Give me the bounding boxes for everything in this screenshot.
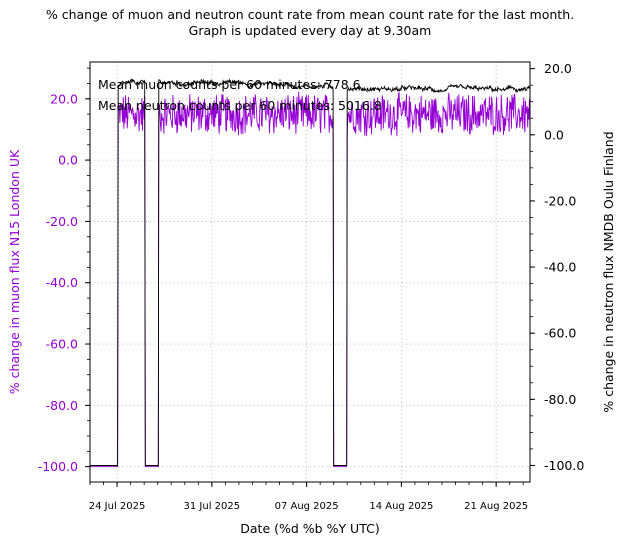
y-left-tick-label: 20.0 bbox=[50, 91, 78, 106]
muon-series-line bbox=[90, 91, 531, 468]
annotation-muon-mean: Mean muon counts per 60 minutes: 778.6 bbox=[98, 77, 361, 92]
y-axis-label-right: % change in neutron flux NMDB Oulu Finla… bbox=[601, 131, 616, 412]
y-axis-label-left: % change in muon flux N15 London UK bbox=[7, 149, 22, 394]
x-axis: 24 Jul 2025 31 Jul 2025 07 Aug 2025 14 Aug … bbox=[89, 482, 528, 512]
annotation-neutron-mean: Mean neutron counts per 60 minutes: 5016… bbox=[98, 98, 382, 113]
chart-title-line1: % change of muon and neutron count rate … bbox=[46, 7, 574, 22]
x-axis-label: Date (%d %b %Y UTC) bbox=[240, 521, 379, 536]
y-right-tick-label: -100.0 bbox=[544, 458, 584, 473]
x-tick-label: 21 Aug 2025 bbox=[464, 501, 528, 512]
plot-frame bbox=[89, 61, 531, 483]
y-left-tick-label: -20.0 bbox=[46, 214, 78, 229]
grid bbox=[90, 62, 530, 482]
series-group bbox=[90, 78, 531, 468]
y-left-tick-label: -100.0 bbox=[38, 459, 78, 474]
x-tick-label: 14 Aug 2025 bbox=[369, 501, 433, 512]
neutron-series-line bbox=[90, 78, 531, 466]
x-tick-label: 07 Aug 2025 bbox=[275, 501, 339, 512]
y-right-tick-label: -40.0 bbox=[544, 260, 576, 275]
y-right-tick-label: -80.0 bbox=[544, 392, 576, 407]
y-left-tick-label: -80.0 bbox=[46, 398, 78, 413]
y-left-tick-label: 0.0 bbox=[58, 153, 78, 168]
y-right-tick-label: 0.0 bbox=[544, 127, 564, 142]
y-right-tick-label: -60.0 bbox=[544, 326, 576, 341]
y-left-tick-label: -60.0 bbox=[46, 337, 78, 352]
y-left-tick-label: -40.0 bbox=[46, 275, 78, 290]
x-tick-label: 31 Jul 2025 bbox=[184, 501, 241, 512]
y-right-tick-label: 20.0 bbox=[544, 61, 572, 76]
y-right-tick-label: -20.0 bbox=[544, 193, 576, 208]
right-axis: 20.0 0.0 -20.0 -40.0 -60.0 -80.0 -100.0 bbox=[530, 61, 584, 473]
left-axis: 20.0 0.0 -20.0 -40.0 -60.0 -80.0 -100.0 bbox=[38, 67, 90, 474]
x-tick-label: 24 Jul 2025 bbox=[89, 501, 146, 512]
chart-title-line2: Graph is updated every day at 9.30am bbox=[189, 23, 432, 38]
